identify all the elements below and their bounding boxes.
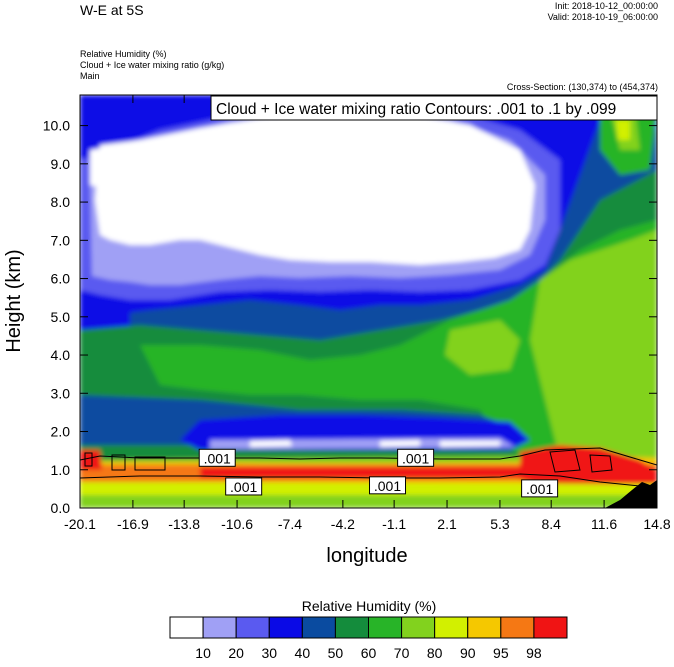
- colorbar-label: 80: [427, 645, 443, 661]
- contour-label-box: [369, 476, 407, 495]
- field-label-cloud: Cloud + Ice water mixing ratio (g/kg): [80, 60, 225, 70]
- x-tick-label: -4.2: [331, 516, 355, 532]
- plot-frame: [79, 94, 658, 509]
- contour-label-text: .001: [526, 481, 553, 497]
- colorbar-swatch: [401, 616, 436, 639]
- cloud-contours: [80, 447, 657, 489]
- colorbar-label: 98: [526, 645, 542, 661]
- colorbar-label: 30: [261, 645, 277, 661]
- y-tick-label: 9.0: [51, 156, 71, 172]
- colorbar-swatch: [368, 616, 403, 639]
- contour-label: .001: [225, 477, 263, 496]
- x-axis-label: longitude: [326, 545, 407, 567]
- colorbar-swatch: [301, 616, 336, 639]
- init-time: Init: 2018-10-12_00:00:00: [554, 1, 658, 11]
- contour-label-box: [521, 479, 559, 498]
- contour-labels: .001.001.001.001.001: [198, 448, 559, 498]
- y-tick-label: 3.0: [51, 385, 71, 401]
- contour-label-box: [225, 477, 263, 496]
- colorbar-label: 10: [195, 645, 211, 661]
- y-tick-label: 5.0: [51, 309, 71, 325]
- colorbar-label: 50: [328, 645, 344, 661]
- colorbar-label: 40: [295, 645, 311, 661]
- colorbar-swatch: [334, 616, 369, 639]
- x-tick-label: 8.4: [541, 516, 561, 532]
- x-tick-label: 14.8: [643, 516, 670, 532]
- valid-time: Valid: 2018-10-19_06:00:00: [547, 12, 658, 22]
- x-tick-label: -7.4: [278, 516, 302, 532]
- colorbar-swatch: [268, 616, 303, 639]
- y-tick-label: 6.0: [51, 271, 71, 287]
- y-tick-label: 10.0: [43, 118, 70, 134]
- contour-label-box: [397, 448, 435, 467]
- colorbar-swatch: [202, 616, 237, 639]
- colorbar-swatch: [235, 616, 270, 639]
- colorbar-label: 20: [228, 645, 244, 661]
- colorbar-swatch: [434, 616, 469, 639]
- colorbar-label: 70: [394, 645, 410, 661]
- x-tick-label: 5.3: [490, 516, 510, 532]
- colorbar-swatch: [533, 616, 568, 639]
- contour-label-text: .001: [374, 478, 401, 494]
- colorbar-label: 60: [361, 645, 377, 661]
- contour-label-text: .001: [204, 450, 231, 466]
- field-label-main: Main: [80, 71, 100, 81]
- contour-label-text: .001: [230, 479, 257, 495]
- y-tick-label: 7.0: [51, 232, 71, 248]
- colorbar-swatch: [169, 616, 204, 639]
- contour-info-box: Cloud + Ice water mixing ratio Contours:…: [210, 95, 658, 121]
- x-tick-label: -16.9: [117, 516, 149, 532]
- x-axis: -20.1 -16.9 -13.8 -10.6 -7.4 -4.2 -1.1 2.1 5.3 8.…: [64, 95, 671, 532]
- contour-label: .001: [521, 479, 559, 498]
- x-tick-label: -1.1: [382, 516, 406, 532]
- y-axis-label: Height (km): [3, 249, 25, 352]
- plot-title: W-E at 5S: [80, 2, 144, 18]
- colorbar-swatch: [467, 616, 502, 639]
- x-tick-label: 2.1: [437, 516, 457, 532]
- contour-label: .001: [397, 448, 435, 467]
- contour-label: .001: [369, 476, 407, 495]
- y-tick-label: 4.0: [51, 347, 71, 363]
- y-tick-label: 2.0: [51, 424, 71, 440]
- colorbar-swatch: [500, 616, 535, 639]
- x-tick-label: -20.1: [64, 516, 96, 532]
- x-tick-label: -10.6: [221, 516, 253, 532]
- contour-label: .001: [198, 448, 236, 467]
- contour-label-text: .001: [402, 450, 429, 466]
- colorbar-label: 90: [460, 645, 476, 661]
- cross-section-label: Cross-Section: (130,374) to (454,374): [506, 82, 658, 92]
- field-label-rh: Relative Humidity (%): [80, 49, 167, 59]
- contour-label-box: [198, 448, 236, 467]
- y-tick-label: 0.0: [51, 500, 71, 516]
- colorbar-title: Relative Humidity (%): [302, 598, 437, 614]
- x-tick-label: -13.8: [168, 516, 200, 532]
- colorbar: 10 20 30 40 50 60 70 80 90 95 98: [169, 616, 568, 661]
- colorbar-label: 95: [493, 645, 509, 661]
- x-tick-label: 11.6: [591, 516, 617, 532]
- y-axis: 0.0 1.0 2.0 3.0 4.0 5.0 6.0 7.0 8.0 9.0 10.0: [43, 118, 657, 516]
- rh-field: [80, 95, 657, 508]
- y-tick-label: 1.0: [51, 462, 71, 478]
- y-tick-label: 8.0: [51, 194, 71, 210]
- contour-info: Cloud + Ice water mixing ratio Contours:…: [216, 101, 616, 118]
